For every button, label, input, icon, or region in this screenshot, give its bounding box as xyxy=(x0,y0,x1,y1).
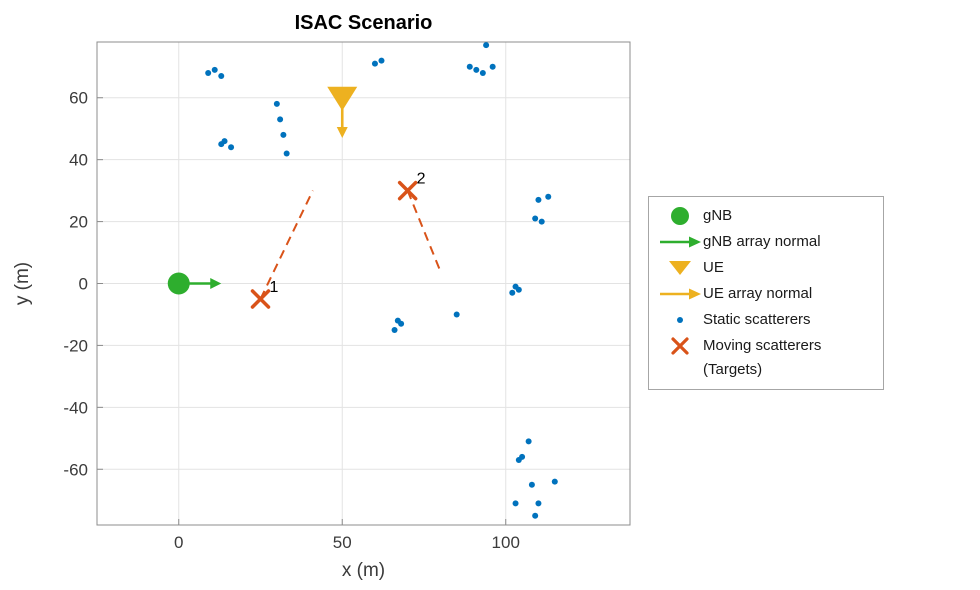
static-scatterer-point xyxy=(538,218,545,225)
legend-label-ue-array-normal: UE array normal xyxy=(703,285,813,302)
x-axis-label: x (m) xyxy=(342,560,385,581)
static-scatterer-point xyxy=(509,289,516,296)
y-axis-label: y (m) xyxy=(12,262,33,305)
x-tick-label: 100 xyxy=(492,533,520,552)
legend-item-gnb-array-normal: gNB array normal xyxy=(657,230,875,256)
static-scatterer-point xyxy=(221,138,228,145)
static-scatterer-point xyxy=(515,286,522,293)
target-trajectory-dashed xyxy=(406,190,442,272)
y-tick-label: -40 xyxy=(63,398,88,417)
yellow-arrow-icon xyxy=(657,282,703,306)
static-scatterer-point xyxy=(528,481,535,488)
y-tick-label: 0 xyxy=(79,275,88,294)
static-scatterer-point xyxy=(398,320,405,327)
y-tick-label: -20 xyxy=(63,336,88,355)
static-scatterer-point xyxy=(277,116,284,123)
x-tick-label: 0 xyxy=(174,533,183,552)
static-scatterer-point xyxy=(525,438,532,445)
legend-label-gnb: gNB xyxy=(703,207,733,224)
gnb-arrow-head xyxy=(210,278,222,289)
target-number-label: 1 xyxy=(269,279,278,296)
legend-label-ue: UE xyxy=(703,259,724,276)
legend-item-ue-array-normal: UE array normal xyxy=(657,282,875,308)
static-scatterer-point xyxy=(532,215,539,222)
static-scatterer-point xyxy=(473,66,480,73)
static-scatterer-point xyxy=(535,500,542,507)
green-arrow-icon xyxy=(657,230,703,254)
ue-marker-icon xyxy=(657,256,703,280)
static-scatterer-point xyxy=(228,144,235,151)
static-scatterer-point xyxy=(479,69,486,76)
target-number-label: 2 xyxy=(417,171,426,188)
static-scatterer-point xyxy=(532,512,539,519)
static-scatterer-point xyxy=(483,42,490,49)
y-tick-label: -60 xyxy=(63,460,88,479)
blue-dot-icon xyxy=(657,308,703,332)
target-x-marker xyxy=(397,180,418,201)
legend-box: gNB gNB array normal UE UE array normal … xyxy=(648,196,884,390)
static-scatterer-point xyxy=(283,150,290,157)
y-tick-label: 40 xyxy=(69,151,88,170)
legend-label-gnb-array-normal: gNB array normal xyxy=(703,233,821,250)
orange-x-icon xyxy=(657,334,703,358)
static-scatterer-point xyxy=(218,73,225,80)
ue-arrow-head xyxy=(336,126,348,138)
static-scatterer-point xyxy=(512,500,519,507)
legend-item-moving-scatterers: Moving scatterers (Targets) xyxy=(657,334,875,382)
static-scatterer-point xyxy=(211,66,218,73)
static-scatterer-point xyxy=(535,196,542,203)
static-scatterer-point xyxy=(453,311,460,318)
static-scatterer-point xyxy=(371,60,378,67)
static-scatterer-point xyxy=(489,63,496,70)
static-scatterer-point xyxy=(205,69,212,76)
legend-label-static-scatterers: Static scatterers xyxy=(703,311,811,328)
static-scatterer-point xyxy=(545,193,552,200)
chart-title: ISAC Scenario xyxy=(295,12,433,34)
target-x-marker xyxy=(250,289,271,309)
static-scatterer-point xyxy=(391,326,398,333)
legend-item-ue: UE xyxy=(657,256,875,282)
static-scatterer-point xyxy=(273,100,280,107)
x-tick-label: 50 xyxy=(333,533,352,552)
static-scatterer-point xyxy=(378,57,385,64)
static-scatterer-point xyxy=(551,478,558,485)
ue-marker xyxy=(327,86,358,111)
legend-item-static-scatterers: Static scatterers xyxy=(657,308,875,334)
gnb-marker xyxy=(167,272,190,295)
static-scatterer-point xyxy=(515,456,522,463)
y-tick-label: 20 xyxy=(69,213,88,232)
y-tick-label: 60 xyxy=(69,89,88,108)
static-scatterer-point xyxy=(466,63,473,70)
legend-label-moving-scatterers: Moving scatterers (Targets) xyxy=(703,337,822,378)
legend-item-gnb: gNB xyxy=(657,204,875,230)
target-trajectory-dashed xyxy=(259,190,314,300)
gnb-marker-icon xyxy=(657,204,703,228)
static-scatterer-point xyxy=(280,131,287,138)
